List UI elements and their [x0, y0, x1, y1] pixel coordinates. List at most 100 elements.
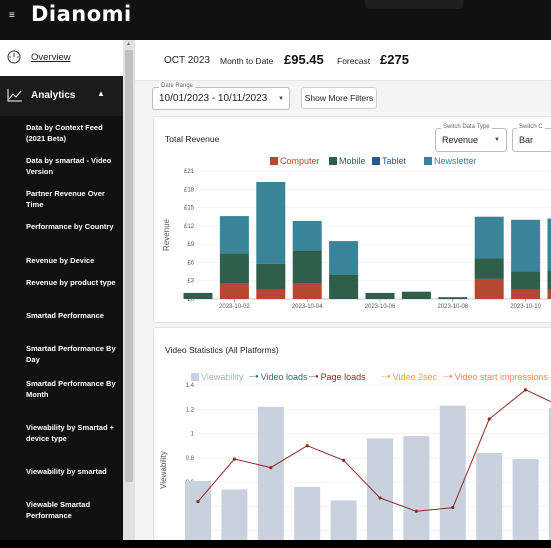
- y-axis-title: Revenue: [162, 218, 171, 251]
- page-loads-point[interactable]: [451, 506, 455, 510]
- y-tick-label: £3: [187, 279, 194, 285]
- x-tick-label: 2023-10-08: [437, 304, 468, 310]
- page-loads-point[interactable]: [196, 499, 200, 504]
- sidebar-subitem[interactable]: Revenue by product type: [26, 278, 116, 287]
- x-tick-label: 2023-10-02: [219, 304, 250, 310]
- sidebar-subitem[interactable]: Smartad Performance: [26, 311, 104, 320]
- page-loads-point[interactable]: [487, 417, 491, 421]
- legend-item[interactable]: —● Page loads: [309, 372, 366, 382]
- page-loads-point[interactable]: [305, 444, 309, 448]
- y-tick-label: £9: [187, 242, 194, 248]
- viewability-bar[interactable]: [257, 406, 284, 540]
- page-loads-point[interactable]: [414, 509, 418, 513]
- legend-item[interactable]: —● Video 2sec: [381, 372, 437, 382]
- page-loads-point[interactable]: [232, 457, 236, 461]
- bar-segment-mobile[interactable]: [219, 253, 249, 284]
- viewability-bar[interactable]: [512, 459, 539, 540]
- sidebar-item-label: Analytics: [31, 90, 76, 101]
- sidebar-subitem[interactable]: Revenue by Device: [26, 256, 95, 265]
- dashboard-gauge-icon: [7, 50, 21, 64]
- sidebar-subitem[interactable]: Smartad Performance By Day: [26, 344, 116, 364]
- date-range-value: 10/01/2023 - 10/11/2023: [159, 93, 268, 104]
- sidebar-subitem[interactable]: Smartad Performance By Month: [26, 379, 116, 399]
- page-loads-point[interactable]: [269, 465, 273, 470]
- legend-line-marker: —●: [309, 374, 319, 380]
- bar-segment-newsletter[interactable]: [474, 216, 504, 259]
- sidebar-scroll-thumb[interactable]: [125, 50, 133, 482]
- viewability-bar[interactable]: [294, 487, 321, 540]
- viewability-bar[interactable]: [330, 500, 357, 540]
- bar-segment-computer[interactable]: [474, 278, 504, 299]
- sidebar-item-analytics[interactable]: Analytics ▲: [0, 76, 123, 116]
- bar-segment-mobile[interactable]: [438, 297, 468, 299]
- bar-segment-computer[interactable]: [547, 289, 551, 299]
- sidebar-subitem[interactable]: Viewable Smartad Performance: [26, 500, 91, 520]
- y-tick-label: £0: [187, 297, 194, 303]
- switch-data-type-label: Switch Data Type: [441, 124, 492, 130]
- viewability-bar[interactable]: [439, 405, 466, 540]
- bar-segment-mobile[interactable]: [511, 271, 541, 290]
- legend-item[interactable]: Tablet: [372, 156, 406, 166]
- viewability-bar[interactable]: [549, 408, 551, 540]
- viewability-bar[interactable]: [185, 480, 211, 540]
- x-tick-label: 2023-10-06: [365, 304, 396, 310]
- y-tick-label: £12: [184, 224, 195, 230]
- legend-item[interactable]: Viewability: [191, 372, 243, 382]
- bar-segment-mobile[interactable]: [256, 263, 286, 290]
- switch-data-type-value: Revenue: [442, 135, 479, 145]
- bar-segment-newsletter[interactable]: [292, 220, 322, 251]
- line-chart-icon: [7, 89, 22, 102]
- chevron-down-icon: ▼: [494, 137, 500, 143]
- legend-label: Computer: [280, 156, 320, 166]
- video-statistics-card: Video Statistics (All Platforms) Viewabi…: [153, 327, 551, 540]
- y-tick-label: £6: [187, 260, 194, 266]
- page-loads-point[interactable]: [524, 388, 528, 392]
- sidebar-subitem[interactable]: Partner Revenue Over Time: [26, 189, 105, 209]
- page-loads-point[interactable]: [378, 496, 382, 500]
- bar-segment-mobile[interactable]: [329, 274, 359, 299]
- scroll-up-arrow-icon[interactable]: ▲: [126, 41, 131, 47]
- page-loads-point[interactable]: [342, 458, 346, 462]
- sidebar-item-overview[interactable]: Overview: [0, 40, 123, 76]
- bar-segment-computer[interactable]: [219, 283, 249, 299]
- bar-segment-computer[interactable]: [292, 283, 322, 299]
- sidebar-subitem[interactable]: Performance by Country: [26, 222, 114, 231]
- mtd-value: £95.45: [284, 52, 324, 67]
- sidebar-subitem[interactable]: Data by smartad - Video Version: [26, 156, 112, 176]
- bar-segment-mobile[interactable]: [292, 250, 322, 284]
- legend-label: Video loads: [260, 372, 308, 382]
- bar-segment-newsletter[interactable]: [547, 218, 551, 271]
- viewability-bar[interactable]: [403, 436, 430, 540]
- total-revenue-chart: £0 £3 £6 £9 £12 £15 £18 £21 Revenue 2023-10-02 202…: [162, 169, 551, 310]
- legend-item[interactable]: Newsletter: [424, 156, 477, 166]
- bar-segment-mobile[interactable]: [474, 258, 504, 279]
- bar-segment-newsletter[interactable]: [219, 216, 249, 254]
- viewability-bar[interactable]: [476, 453, 503, 540]
- bar-segment-mobile[interactable]: [183, 292, 213, 299]
- menu-icon[interactable]: ≡: [9, 10, 15, 21]
- bar-segment-mobile[interactable]: [365, 292, 395, 299]
- bar-segment-computer[interactable]: [511, 289, 541, 299]
- legend-label: Mobile: [339, 156, 366, 166]
- bar-segment-mobile[interactable]: [401, 291, 431, 299]
- switch-chart-label: Switch C: [517, 124, 545, 130]
- sidebar-subitem[interactable]: Viewability by smartad: [26, 467, 107, 476]
- legend-item[interactable]: —● Video start impressions: [443, 372, 548, 382]
- y-tick-label: 1.4: [186, 383, 195, 389]
- date-range-select[interactable]: Date Range 10/01/2023 - 10/11/2023 ▼: [152, 83, 290, 110]
- top-user-box[interactable]: [365, 0, 463, 9]
- show-more-filters-button[interactable]: Show More Filters: [301, 87, 377, 109]
- bar-segment-newsletter[interactable]: [511, 219, 541, 272]
- sidebar-subitem[interactable]: Viewability by Smartad + device type: [26, 423, 115, 443]
- legend-item[interactable]: Mobile: [329, 156, 366, 166]
- switch-chart-select[interactable]: Switch C Bar: [512, 124, 551, 152]
- bar-segment-newsletter[interactable]: [256, 181, 286, 264]
- switch-data-type-select[interactable]: Switch Data Type Revenue ▼: [435, 124, 507, 152]
- bar-segment-mobile[interactable]: [547, 270, 551, 290]
- sidebar-subitem[interactable]: Data by Context Feed (2021 Beta): [26, 123, 103, 143]
- viewability-bar[interactable]: [221, 489, 248, 540]
- bar-segment-newsletter[interactable]: [329, 241, 359, 275]
- legend-item[interactable]: Computer: [270, 156, 320, 166]
- bar-segment-computer[interactable]: [256, 289, 286, 299]
- legend-item[interactable]: —● Video loads: [249, 372, 308, 382]
